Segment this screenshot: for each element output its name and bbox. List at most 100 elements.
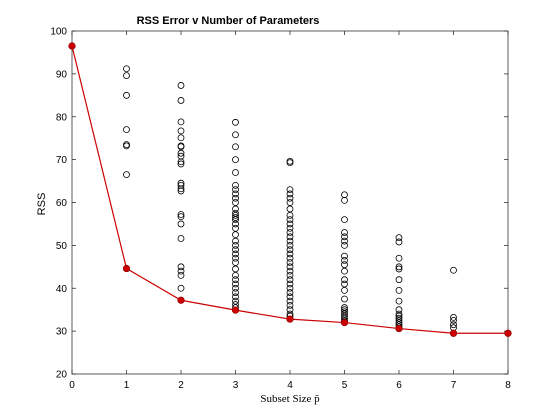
scatter-point [232,265,239,273]
scatter-point [395,263,403,271]
scatter-point [177,160,185,168]
scatter-point [286,263,294,271]
scatter-point [232,194,239,202]
scatter-point [232,220,239,228]
scatter-point [341,308,348,316]
scatter-point [286,254,294,262]
y-tick-label: 80 [56,112,68,123]
scatter-point [450,266,457,274]
scatter-point [395,276,403,284]
scatter-point [286,284,294,292]
scatter-point [341,256,348,264]
scatter-point [395,265,403,273]
scatter-point [177,149,185,157]
scatter-point [341,191,348,199]
scatter-point [286,250,294,258]
scatter-point [286,293,294,301]
scatter-point [232,131,239,139]
scatter-point [177,152,185,160]
scatter-point [177,134,185,142]
y-tick-label: 50 [56,241,68,252]
scatter-point [286,259,294,266]
scatter-point [395,254,403,262]
scatter-point [232,214,239,221]
scatter-point [341,216,348,224]
scatter-point [177,271,185,279]
scatter-point [177,179,185,187]
scatter-point [286,194,294,202]
scatter-point [286,220,294,228]
scatter-point [341,261,348,269]
scatter-point [286,233,294,241]
scatter-point [286,246,294,254]
scatter-point [123,142,130,150]
scatter-point [232,284,239,292]
scatter-point [123,65,130,73]
scatter-point [177,185,185,193]
best-point [449,329,458,337]
x-tick-label: 3 [233,380,239,391]
scatter-point [177,187,185,195]
axes: 0 1 2 3 4 5 6 7 8 20 30 40 50 60 70 80 90 100 [50,27,511,392]
scatter-point [286,306,294,314]
scatter-point [123,72,130,79]
scatter-point [286,229,294,236]
scatter-point [232,118,239,126]
scatter-point [395,286,403,294]
x-tick-label: 4 [287,380,293,391]
scatter-point [232,241,239,249]
scatter-point [232,271,239,279]
scatter-point [286,224,294,232]
scatter-point [286,271,294,279]
scatter-point [177,118,185,126]
scatter-point [232,280,239,288]
scatter-point [395,310,403,318]
scatter-point [341,304,348,311]
y-tick-label: 40 [56,284,68,295]
best-point [231,306,240,314]
scatter-point [232,143,239,151]
scatter-point [286,190,294,198]
scatter-point [286,159,294,167]
scatter-point [177,235,185,242]
scatter-point [232,289,239,296]
scatter-point [232,237,239,245]
scatter-point [232,259,239,266]
scatter-point [286,267,294,275]
scatter-point [341,280,348,288]
best-point [395,324,403,333]
scatter-point [177,143,185,151]
scatter-point [286,241,294,249]
y-tick-label: 70 [56,155,68,166]
scatter-point [286,186,294,194]
scatter-point [450,314,457,321]
scatter-point [232,190,239,198]
scatter-point [286,289,294,296]
x-tick-label: 0 [69,380,75,391]
scatter-point [232,216,239,224]
scatter-point [341,310,348,318]
scatter-point [177,213,185,221]
scatter-point [232,250,239,258]
y-axis-label: RSS [36,193,48,216]
scatter-point [341,196,348,204]
scatter-point [123,126,130,134]
scatter-point [232,297,239,305]
scatter-point [232,156,239,164]
x-axis-label: Subset Size p̃ [260,393,320,405]
scatter-point [341,241,348,249]
scatter-point [232,186,239,194]
scatter-point [123,171,130,179]
x-tick-label: 1 [124,380,130,391]
scatter-point [177,97,185,104]
scatter-point [341,237,348,245]
best-point [340,318,349,327]
best-line-path [71,45,508,334]
scatter-point [286,211,294,219]
x-tick-label: 7 [451,380,457,391]
scatter-point [395,238,403,246]
scatter-point [232,199,239,206]
y-tick-label: 100 [50,27,67,38]
scatter-point [286,297,294,305]
